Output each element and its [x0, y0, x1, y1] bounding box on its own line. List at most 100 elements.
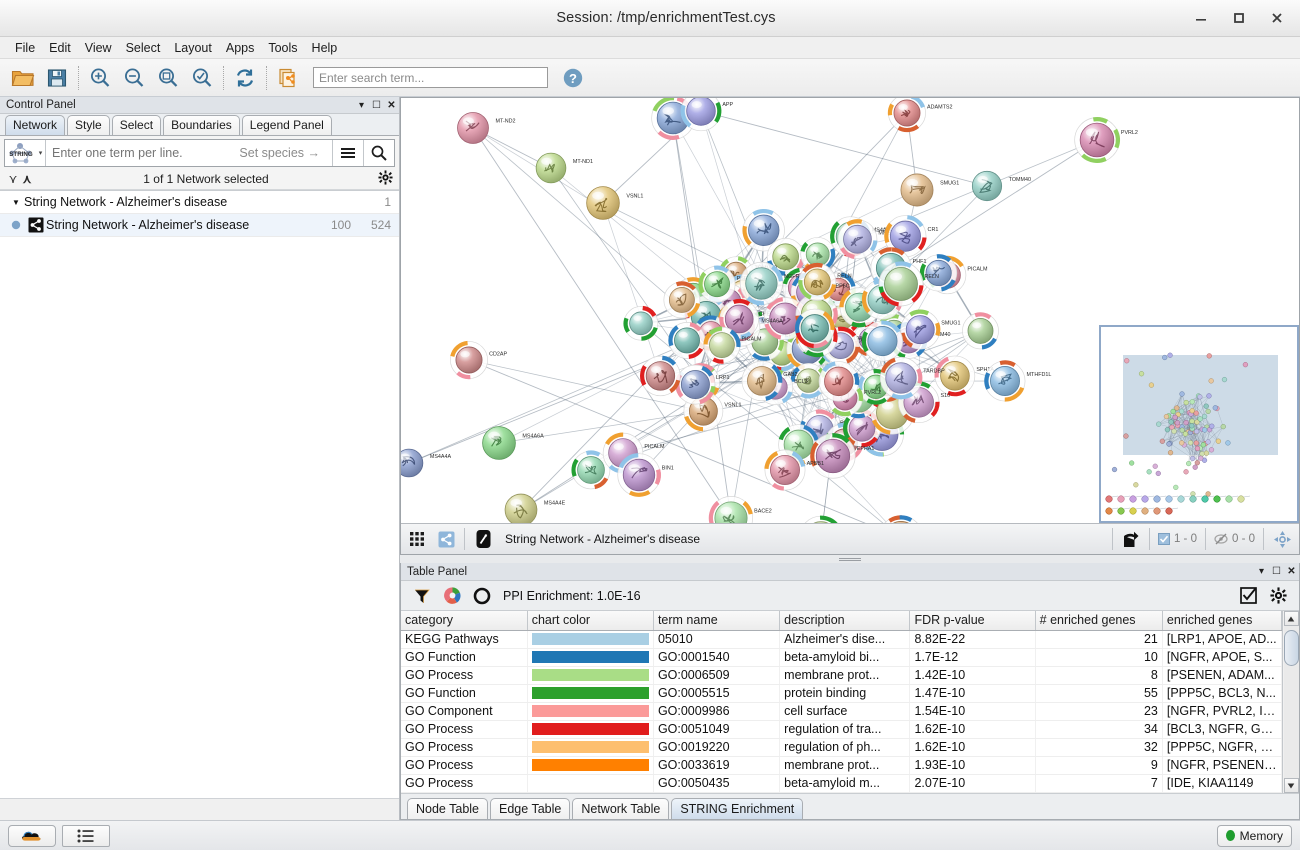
help-icon[interactable]: ?	[556, 62, 590, 94]
menu-apps[interactable]: Apps	[225, 40, 255, 55]
network-tree-item[interactable]: String Network - Alzheimer's disease 100…	[0, 214, 399, 237]
node-sphere[interactable]	[884, 521, 917, 523]
table-row[interactable]: GO Function GO:0005515 protein binding 1.47…	[401, 684, 1283, 703]
col-term-name[interactable]: term name	[653, 611, 781, 631]
close-icon[interactable]: ✕	[1287, 566, 1296, 577]
network-node[interactable]: PVRL2	[1074, 117, 1138, 163]
tab-edge-table[interactable]: Edge Table	[490, 798, 571, 819]
scroll-up-arrow-icon[interactable]	[1283, 611, 1299, 626]
node-sphere[interactable]	[967, 317, 994, 344]
network-node[interactable]: MT-ND2	[457, 112, 516, 144]
chevron-double-up-icon[interactable]: ⋏	[22, 172, 32, 186]
vertical-splitter[interactable]	[400, 555, 1300, 563]
network-node[interactable]	[818, 361, 860, 402]
cloud-status-icon[interactable]	[8, 824, 56, 847]
table-row[interactable]: GO Process GO:0050435 beta-amyloid m... 2.0…	[401, 774, 1283, 793]
network-node[interactable]: RELN	[878, 261, 939, 307]
tab-network[interactable]: Network	[5, 115, 66, 135]
edge-hide-count[interactable]: 0 - 0	[1210, 532, 1259, 546]
pie-chart-icon[interactable]	[437, 583, 467, 609]
network-node[interactable]: CADPS2	[879, 515, 946, 523]
network-node[interactable]: GSK3B	[790, 362, 846, 399]
tab-boundaries[interactable]: Boundaries	[163, 115, 240, 135]
table-row[interactable]: GO Process GO:0033619 membrane prot... 1.93…	[401, 756, 1283, 775]
node-sphere[interactable]	[925, 259, 952, 287]
network-node[interactable]	[962, 312, 999, 350]
open-session-icon[interactable]	[6, 62, 40, 94]
table-row[interactable]: GO Process GO:0019220 regulation of ph... 1…	[401, 738, 1283, 757]
col-chart-color[interactable]: chart color	[527, 611, 654, 631]
col-fdr-pvalue[interactable]: FDR p-value	[909, 611, 1036, 631]
network-node[interactable]: MS4A4A	[401, 448, 452, 478]
float-icon[interactable]: ☐	[1272, 566, 1281, 577]
node-sphere[interactable]	[1079, 122, 1115, 158]
network-node[interactable]: TOMM40	[971, 170, 1031, 202]
close-icon[interactable]: ✕	[387, 99, 396, 111]
node-sphere[interactable]	[971, 170, 1003, 202]
network-node[interactable]: BIN1	[617, 453, 674, 497]
network-node[interactable]: APBB1	[764, 449, 824, 491]
network-tree-root[interactable]: ▼ String Network - Alzheimer's disease 1	[0, 191, 399, 214]
network-nodes[interactable]: MT-ND1 GAB2 TOMM40 PHF1 RELN MS4A4A PICALM BIN1…	[401, 98, 1138, 523]
zoom-selected-icon[interactable]	[185, 62, 219, 94]
network-node[interactable]	[640, 355, 681, 397]
birdseye-overview[interactable]	[1099, 325, 1299, 523]
scroll-track[interactable]	[1283, 626, 1299, 778]
table-row[interactable]: GO Process GO:0051049 regulation of tra...…	[401, 720, 1283, 739]
node-select-count[interactable]: 1 - 0	[1154, 533, 1201, 545]
gear-icon[interactable]	[378, 170, 393, 188]
network-node[interactable]: SPH1A	[934, 355, 994, 397]
network-node[interactable]: MTHFD1L	[984, 360, 1051, 402]
menu-layout[interactable]: Layout	[174, 40, 212, 55]
export-image-icon[interactable]	[1117, 527, 1145, 552]
ring-chart-icon[interactable]	[467, 583, 497, 609]
node-sphere[interactable]	[686, 98, 716, 126]
node-sphere[interactable]	[482, 426, 516, 460]
network-node[interactable]	[623, 305, 659, 341]
zoom-in-icon[interactable]	[83, 62, 117, 94]
col-enriched-genes[interactable]: enriched genes	[1162, 611, 1283, 631]
network-node[interactable]: SMUG1	[900, 309, 961, 350]
node-sphere[interactable]	[674, 327, 700, 354]
set-species-link[interactable]: Set species →	[239, 146, 320, 160]
chevron-down-icon[interactable]: ▼	[12, 197, 20, 207]
float-icon[interactable]: ☐	[372, 99, 381, 111]
funnel-icon[interactable]	[407, 583, 437, 609]
scroll-down-arrow-icon[interactable]	[1283, 778, 1299, 793]
network-node[interactable]: TARDBP	[879, 356, 945, 400]
network-node[interactable]	[919, 254, 958, 292]
tab-style[interactable]: Style	[67, 115, 110, 135]
node-sphere[interactable]	[504, 493, 538, 523]
checkbox-checked-icon[interactable]	[1233, 583, 1263, 609]
network-node[interactable]: PICALM	[703, 326, 762, 364]
network-graph[interactable]: MT-ND1 GAB2 TOMM40 PHF1 RELN MS4A4A PICALM BIN1…	[401, 98, 1287, 523]
zoom-fit-icon[interactable]	[151, 62, 185, 94]
network-node[interactable]: RELN	[798, 262, 852, 301]
node-sphere[interactable]	[645, 361, 676, 391]
node-sphere[interactable]	[893, 99, 921, 127]
minimize-icon[interactable]	[1182, 3, 1220, 33]
network-node[interactable]	[742, 208, 785, 252]
network-node[interactable]: MME	[837, 219, 891, 260]
network-node[interactable]: ADAMTS2	[887, 98, 953, 133]
node-sphere[interactable]	[586, 186, 620, 220]
menu-view[interactable]: View	[84, 40, 112, 55]
network-node[interactable]: SMUG1	[900, 173, 959, 207]
hamburger-icon[interactable]	[333, 140, 363, 166]
node-sphere[interactable]	[668, 287, 695, 313]
menu-file[interactable]: File	[15, 40, 36, 55]
node-sphere[interactable]	[704, 271, 731, 298]
col-description[interactable]: description	[779, 611, 911, 631]
search-input[interactable]	[313, 67, 548, 88]
share-network-icon[interactable]	[432, 527, 460, 552]
network-node[interactable]: CR1	[884, 215, 939, 258]
chevron-down-icon[interactable]: ▾	[1258, 566, 1265, 577]
table-row[interactable]: GO Component GO:0009986 cell surface 1.54E-…	[401, 702, 1283, 721]
menu-help[interactable]: Help	[311, 40, 338, 55]
network-node[interactable]: CD2AP	[450, 340, 507, 380]
gear-icon[interactable]	[1263, 583, 1293, 609]
network-node[interactable]: PSENEN	[698, 265, 759, 303]
node-sphere[interactable]	[867, 326, 898, 357]
string-logo-icon[interactable]: STRING ▾	[5, 140, 45, 166]
new-network-icon[interactable]	[271, 62, 305, 94]
